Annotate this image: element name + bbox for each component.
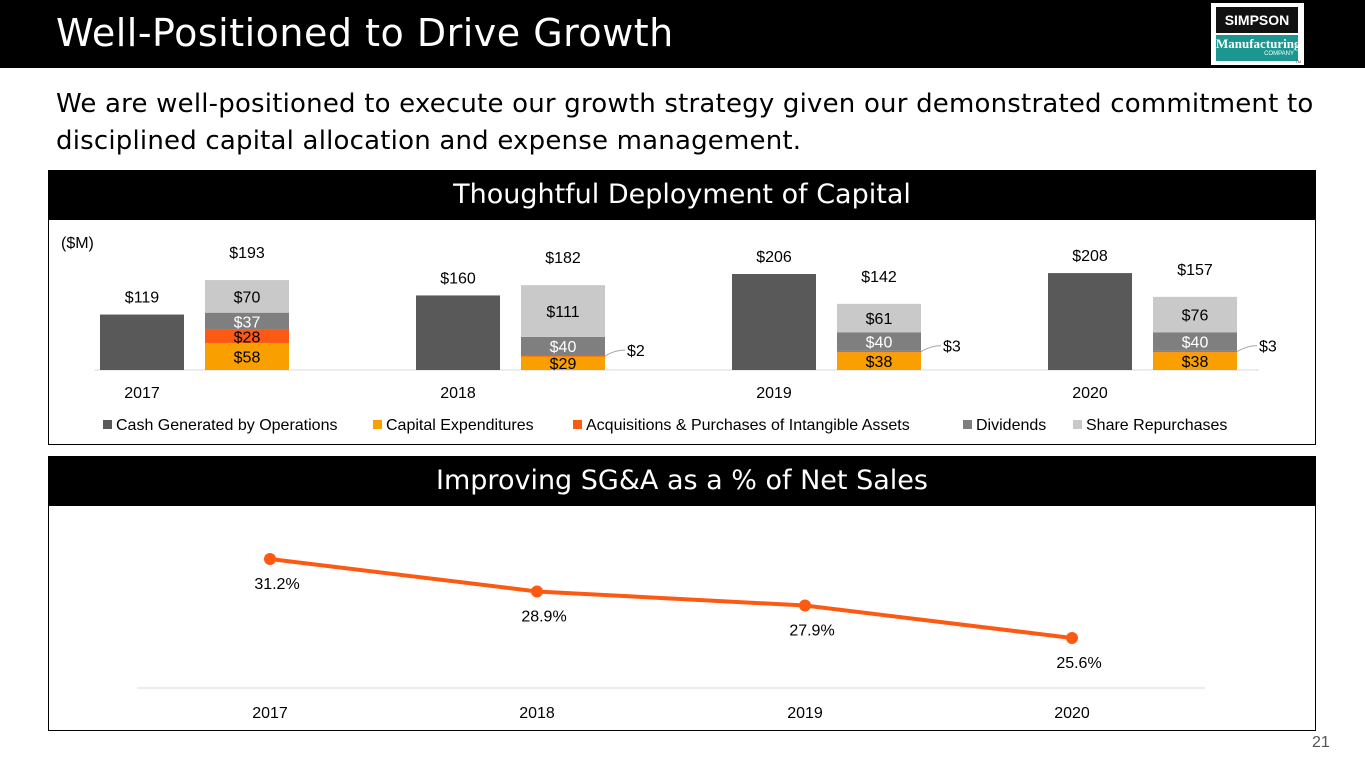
- data-label-total: $182: [545, 250, 581, 267]
- title-bar: Well-Positioned to Drive Growth SIMPSON …: [0, 0, 1365, 68]
- capital-deployment-chart: ($M) $119 $58 $28$37 $70 $193 2017 $160 $29 $2 $40…: [61, 235, 1277, 434]
- bar-cash-generated: [732, 274, 816, 370]
- data-label-segment: $29: [550, 356, 577, 373]
- data-label-segment: $111: [546, 304, 579, 321]
- data-label-cash: $206: [756, 249, 792, 266]
- logo-line3: COMPANY: [1264, 51, 1294, 57]
- data-label-total: $193: [229, 245, 265, 262]
- sga-point: [264, 553, 276, 565]
- bar-segment-acquisitions-purchases-of-intangible-assets: [1153, 350, 1237, 353]
- page-title: Well-Positioned to Drive Growth: [56, 11, 674, 55]
- page-number: 21: [1312, 734, 1330, 751]
- bar-segment-share-repurchases: [837, 303, 921, 333]
- x-tick-label: 2017: [252, 705, 288, 722]
- logo-trademark: TM: [1295, 59, 1301, 64]
- data-label-total: $142: [861, 269, 897, 286]
- sga-data-label: 25.6%: [1056, 655, 1101, 672]
- x-tick-label: 2018: [519, 705, 555, 722]
- x-tick-label: 2019: [756, 385, 792, 402]
- data-label-segment: $40: [866, 335, 893, 352]
- logo-block: Manufacturing COMPANY: [1216, 35, 1301, 61]
- x-tick-label: 2020: [1072, 385, 1108, 402]
- legend-swatch: [1073, 420, 1082, 429]
- x-tick-label: 2018: [440, 385, 476, 402]
- leader-line: [604, 349, 626, 357]
- bar-segment-dividends: [837, 332, 921, 351]
- data-label-acquisitions: $3: [943, 339, 961, 356]
- data-label-segment: $61: [866, 311, 893, 328]
- data-label-segment: $40: [550, 339, 577, 356]
- data-label-segment: $70: [234, 289, 261, 306]
- bar-segment-capital-expenditures: [205, 342, 289, 370]
- bar-segment-share-repurchases: [1153, 296, 1237, 333]
- sga-line-chart: 31.2% 2017 28.9% 2018 27.9% 2019 25.6% 2020: [137, 553, 1205, 722]
- bar-segment-capital-expenditures: [837, 352, 921, 370]
- x-tick-label: 2019: [787, 705, 823, 722]
- company-logo: SIMPSON Manufacturing COMPANY TM: [1211, 3, 1304, 65]
- bar-segment-acquisitions-purchases-of-intangible-assets: [205, 329, 289, 343]
- leader-line: [1236, 345, 1258, 353]
- legend-swatch: [963, 420, 972, 429]
- bar-cash-generated: [100, 314, 184, 370]
- bar-segment-dividends: [521, 336, 605, 356]
- bar-segment-capital-expenditures: [1153, 352, 1237, 370]
- data-label-segment: $37: [234, 314, 261, 331]
- legend-label: Dividends: [976, 417, 1046, 434]
- unit-label: ($M): [61, 235, 94, 252]
- bar-segment-dividends: [1153, 332, 1237, 351]
- data-label-total: $157: [1177, 262, 1213, 279]
- data-label-segment: $40: [1182, 335, 1209, 352]
- subtitle: We are well-positioned to execute our gr…: [56, 89, 1314, 156]
- legend-swatch: [573, 420, 582, 429]
- capital-chart-title: Thoughtful Deployment of Capital: [49, 171, 1315, 220]
- bar-segment-acquisitions-purchases-of-intangible-assets: [837, 350, 921, 353]
- data-label-segment: $28: [234, 329, 261, 346]
- data-label-segment: $76: [1182, 308, 1209, 325]
- legend-label: Cash Generated by Operations: [116, 417, 337, 434]
- sga-line: [269, 557, 1073, 640]
- logo-line1: SIMPSON: [1216, 7, 1298, 33]
- data-label-segment: $38: [866, 354, 893, 371]
- data-label-acquisitions: $2: [627, 343, 645, 360]
- legend-label: Acquisitions & Purchases of Intangible A…: [586, 417, 910, 434]
- leader-line: [920, 345, 942, 353]
- bar-segment-acquisitions-purchases-of-intangible-assets: [521, 355, 605, 357]
- data-label-cash: $119: [125, 290, 160, 307]
- bar-segment-dividends: [205, 312, 289, 330]
- data-label-segment: $58: [234, 349, 261, 366]
- capital-deployment-panel: Thoughtful Deployment of Capital ($M) $11…: [48, 170, 1316, 445]
- sga-data-label: 31.2%: [254, 576, 299, 593]
- logo-line2: Manufacturing: [1216, 36, 1301, 51]
- legend-swatch: [373, 420, 382, 429]
- data-label-cash: $160: [440, 270, 476, 287]
- data-label-segment: $38: [1182, 354, 1209, 371]
- x-tick-label: 2020: [1054, 705, 1090, 722]
- bar-segment-share-repurchases: [521, 285, 605, 337]
- x-tick-label: 2017: [124, 385, 160, 402]
- legend-swatch: [103, 420, 112, 429]
- bar-cash-generated: [1048, 273, 1132, 370]
- legend-label: Capital Expenditures: [386, 417, 534, 434]
- bar-cash-generated: [416, 295, 500, 370]
- sga-point: [799, 599, 811, 612]
- bar-segment-share-repurchases: [205, 280, 289, 313]
- bar-segment-capital-expenditures: [521, 356, 605, 370]
- legend-label: Share Repurchases: [1086, 417, 1227, 434]
- sga-chart-title: Improving SG&A as a % of Net Sales: [49, 457, 1315, 506]
- sga-point: [1066, 632, 1078, 644]
- sga-point: [531, 585, 543, 598]
- sga-data-label: 28.9%: [521, 608, 566, 625]
- sga-data-label: 27.9%: [789, 623, 834, 640]
- data-label-acquisitions: $3: [1259, 339, 1277, 356]
- sga-panel: Improving SG&A as a % of Net Sales 31.2%…: [48, 456, 1316, 731]
- data-label-cash: $208: [1072, 248, 1108, 265]
